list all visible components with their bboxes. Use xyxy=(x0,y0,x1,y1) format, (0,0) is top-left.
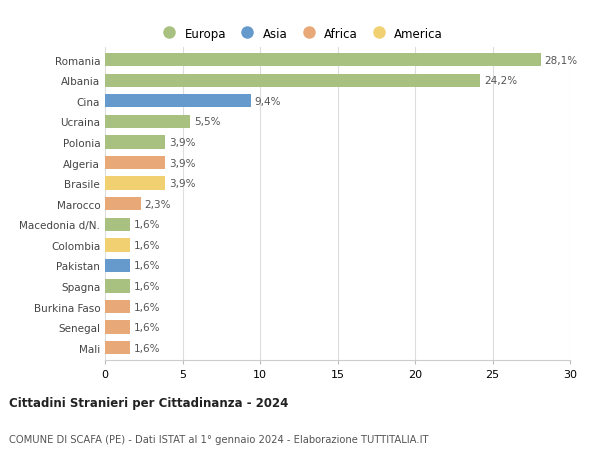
Bar xyxy=(105,177,166,190)
Text: 1,6%: 1,6% xyxy=(134,220,160,230)
Text: 3,9%: 3,9% xyxy=(169,179,196,189)
Bar xyxy=(105,280,130,293)
Bar xyxy=(105,157,166,170)
Text: 2,3%: 2,3% xyxy=(145,199,171,209)
Bar xyxy=(105,321,130,334)
Legend: Europa, Asia, Africa, America: Europa, Asia, Africa, America xyxy=(157,28,443,40)
Text: 3,9%: 3,9% xyxy=(169,158,196,168)
Text: 28,1%: 28,1% xyxy=(544,56,578,66)
Bar xyxy=(105,54,541,67)
Bar xyxy=(105,74,480,88)
Bar xyxy=(105,218,130,231)
Text: 1,6%: 1,6% xyxy=(134,241,160,250)
Text: 1,6%: 1,6% xyxy=(134,343,160,353)
Text: Cittadini Stranieri per Cittadinanza - 2024: Cittadini Stranieri per Cittadinanza - 2… xyxy=(9,396,289,409)
Text: 24,2%: 24,2% xyxy=(484,76,517,86)
Bar xyxy=(105,239,130,252)
Text: COMUNE DI SCAFA (PE) - Dati ISTAT al 1° gennaio 2024 - Elaborazione TUTTITALIA.I: COMUNE DI SCAFA (PE) - Dati ISTAT al 1° … xyxy=(9,434,428,443)
Bar xyxy=(105,95,251,108)
Bar xyxy=(105,197,140,211)
Text: 1,6%: 1,6% xyxy=(134,323,160,332)
Text: 9,4%: 9,4% xyxy=(254,96,281,106)
Bar xyxy=(105,259,130,273)
Bar xyxy=(105,116,190,129)
Text: 1,6%: 1,6% xyxy=(134,302,160,312)
Bar xyxy=(105,341,130,355)
Text: 3,9%: 3,9% xyxy=(169,138,196,148)
Text: 1,6%: 1,6% xyxy=(134,261,160,271)
Bar xyxy=(105,136,166,149)
Bar xyxy=(105,300,130,313)
Text: 1,6%: 1,6% xyxy=(134,281,160,291)
Text: 5,5%: 5,5% xyxy=(194,117,221,127)
